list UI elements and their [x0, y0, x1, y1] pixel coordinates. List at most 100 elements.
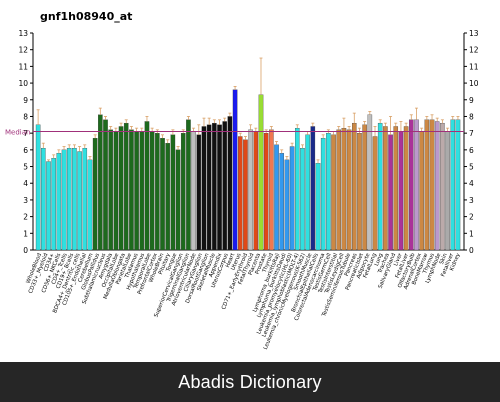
bar-chart: gnf1h08940_at 0 01 12 23 34 45 56 67 78 89 910 1011…	[5, 10, 479, 351]
y-tick-label-left: 3	[23, 196, 28, 205]
bar	[196, 134, 202, 251]
bar	[429, 119, 435, 251]
bar	[61, 149, 67, 251]
y-tick-label-right: 0	[469, 246, 474, 255]
bar	[419, 131, 424, 251]
bar	[201, 126, 207, 251]
bar	[206, 124, 212, 251]
bar	[212, 122, 217, 251]
chart-frame: gnf1h08940_at 0 0 1 1 2 2 3 3 4 4 5 5 6 6 7 7 8 8 9 9 10 10 11…	[5, 10, 479, 351]
bar	[82, 148, 88, 251]
y-tick-label-right: 8	[469, 112, 474, 121]
y-tick-label-left: 7	[23, 129, 28, 138]
bar	[155, 133, 160, 251]
bar	[269, 129, 274, 251]
y-tick-label-left: 13	[18, 29, 28, 38]
median-line-group: Median	[5, 128, 464, 136]
y-tick-label-right: 2	[469, 213, 474, 222]
bar	[341, 127, 347, 251]
y-tick-label-right: 10	[469, 79, 479, 88]
median-label: Median	[5, 128, 30, 136]
bar	[414, 119, 419, 251]
bar	[123, 122, 129, 251]
bar	[362, 124, 367, 251]
y-tick-label-left: 5	[23, 163, 28, 172]
y-tick-label-right: 6	[469, 146, 474, 155]
bar	[357, 133, 362, 251]
bar	[87, 159, 93, 251]
bar	[424, 119, 430, 251]
bar	[222, 121, 227, 251]
bar	[450, 119, 456, 251]
x-tick-labels: WholeBloodCD33+_MyeloidCD34+CD56+_NKCell…	[25, 252, 461, 351]
bar	[186, 119, 191, 251]
bar	[263, 133, 269, 251]
bar	[388, 134, 393, 251]
y-tick-label-left: 8	[23, 112, 28, 121]
bar	[455, 119, 461, 251]
bar	[149, 131, 155, 251]
bar	[434, 121, 440, 251]
y-tick-label-left: 2	[23, 213, 28, 222]
bar	[409, 119, 414, 251]
x-tick-label: Liver	[393, 252, 404, 267]
bar	[284, 159, 290, 251]
bar	[139, 131, 145, 251]
bar	[393, 126, 399, 251]
bar	[258, 94, 264, 251]
y-tick-label-left: 12	[18, 46, 28, 55]
bar	[237, 136, 243, 251]
y-tick-label-right: 7	[469, 129, 474, 138]
bar	[170, 134, 176, 251]
y-tick-label-left: 9	[23, 96, 28, 105]
y-tick-label-left: 11	[18, 62, 28, 71]
y-tick-label-left: 0	[23, 246, 28, 255]
y-tick-label-right: 9	[469, 96, 474, 105]
y-tick-label-right: 3	[469, 196, 474, 205]
y-tick-label-left: 4	[23, 179, 28, 188]
bar	[191, 131, 196, 251]
bar	[227, 116, 233, 251]
bar	[372, 136, 378, 251]
x-tick-label: Skin	[439, 253, 449, 266]
bar	[232, 89, 238, 251]
bar	[243, 139, 248, 251]
y-tick-label-left: 10	[18, 79, 28, 88]
bar	[352, 122, 357, 251]
y-tick-label-right: 5	[469, 163, 474, 172]
bar	[66, 148, 72, 251]
bar	[51, 158, 56, 251]
bar	[300, 148, 305, 251]
y-tick-label-left: 6	[23, 146, 28, 155]
bar	[46, 161, 51, 251]
bar	[403, 126, 409, 251]
bar	[134, 131, 139, 251]
y-tick-label-right: 1	[469, 229, 474, 238]
bar	[129, 129, 134, 251]
bar	[113, 131, 119, 251]
bar	[175, 149, 181, 251]
bar	[35, 124, 41, 251]
bar	[289, 146, 295, 251]
y-tick-label-right: 12	[469, 46, 479, 55]
y-tick-label-right: 11	[469, 62, 479, 71]
bars	[35, 57, 461, 251]
bar	[41, 148, 46, 251]
footer-text: Abadis Dictionary	[178, 371, 322, 392]
bar	[144, 121, 150, 251]
bar	[108, 129, 113, 251]
bar	[253, 131, 259, 251]
bar	[180, 133, 186, 251]
bar	[383, 126, 388, 251]
bar	[346, 129, 352, 251]
bar	[440, 122, 445, 251]
bar	[160, 138, 165, 251]
bar	[165, 143, 170, 251]
bar	[77, 151, 82, 251]
bar	[248, 129, 253, 251]
bar	[118, 126, 124, 251]
bar	[331, 134, 336, 251]
bar	[367, 114, 373, 251]
bar	[398, 131, 404, 251]
chart-title: gnf1h08940_at	[40, 10, 132, 23]
